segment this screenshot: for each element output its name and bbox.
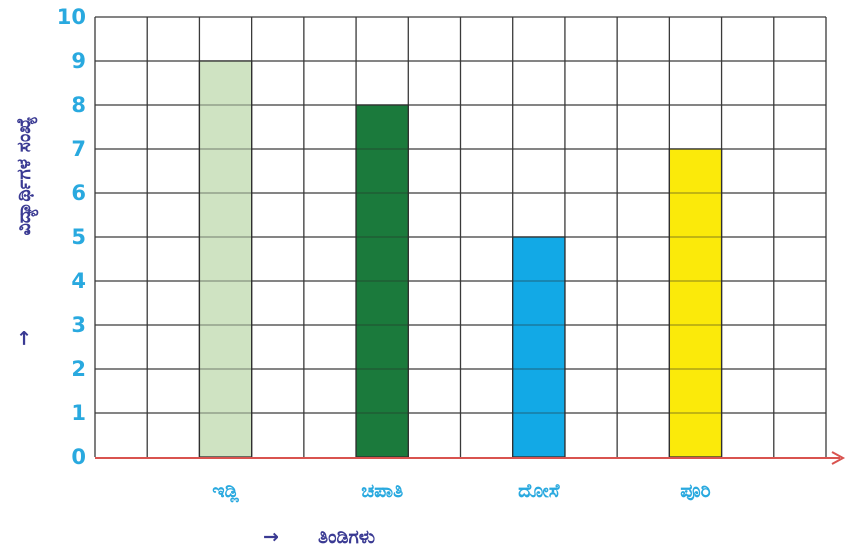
x-category-label: ಇಡ್ಲಿ [212, 480, 239, 503]
y-tick-label: 7 [71, 137, 86, 161]
y-tick-label: 1 [71, 401, 86, 425]
x-category-labels: ಇಡ್ಲಿ ಚಪಾತಿ ದೋಸೆ ಪೂರಿ [212, 480, 710, 503]
x-axis-arrowhead [831, 451, 846, 465]
x-category-label: ಚಪಾತಿ [361, 480, 403, 502]
bar-1 [198, 60, 253, 458]
y-tick-label: 3 [71, 313, 86, 337]
bars [198, 60, 723, 458]
x-category-label: ದೋಸೆ [518, 480, 561, 502]
y-tick-label: 2 [71, 357, 86, 381]
y-tick-labels: 0 1 2 3 4 5 6 7 8 9 10 [57, 5, 86, 469]
x-category-label: ಪೂರಿ [680, 480, 711, 502]
y-tick-label: 9 [71, 49, 86, 73]
y-tick-label: 0 [71, 445, 86, 469]
bar-4 [668, 148, 723, 458]
y-tick-label: 10 [57, 5, 86, 29]
y-tick-label: 4 [71, 269, 86, 293]
y-tick-label: 8 [71, 93, 86, 117]
y-tick-label: 5 [71, 225, 86, 249]
x-axis-label: ತಿಂಡಿಗಳು [318, 526, 375, 548]
y-axis-arrow-icon: → [13, 330, 35, 346]
bar-3 [512, 236, 566, 458]
y-axis-label: ವಿದ್ಯಾರ್ಥಿಗಳ ಸಂಖ್ಯೆ [13, 117, 39, 236]
x-axis-arrow-icon: → [263, 526, 279, 548]
y-tick-label: 6 [71, 181, 86, 205]
